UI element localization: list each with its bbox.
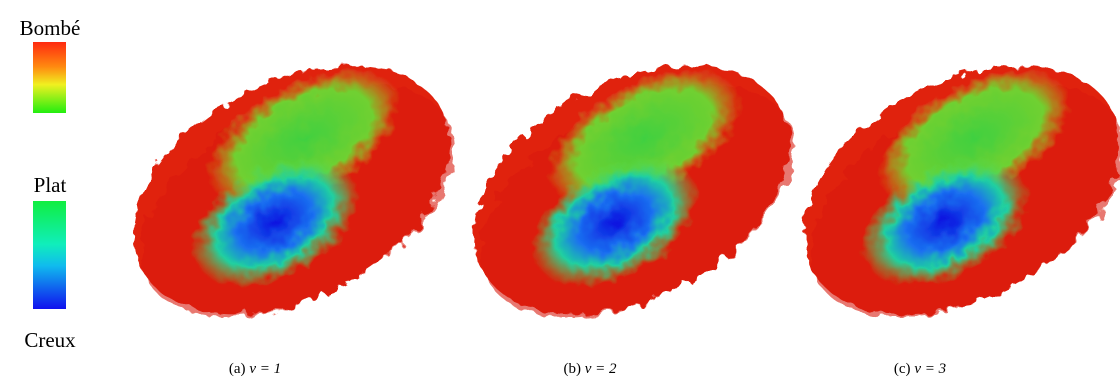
legend-label: Creux [24,328,76,352]
legend-label: Bombé [20,16,81,40]
render-a [91,14,493,366]
render-c [761,14,1120,366]
caption-math: ν = 2 [585,361,617,377]
colorbar-bottom [33,201,66,309]
caption-math: ν = 1 [249,361,281,377]
caption: (a) ν = 1 [229,361,281,377]
caption-label: (a) [229,361,246,377]
caption: (c) ν = 3 [894,361,946,377]
caption-label: (c) [894,361,911,377]
caption: (b) ν = 2 [563,361,617,377]
render-b [431,14,833,366]
legend-label: Plat [34,173,67,197]
caption-label: (b) [563,361,581,377]
caption-math: ν = 3 [914,361,946,377]
colorbar-top [33,42,66,113]
